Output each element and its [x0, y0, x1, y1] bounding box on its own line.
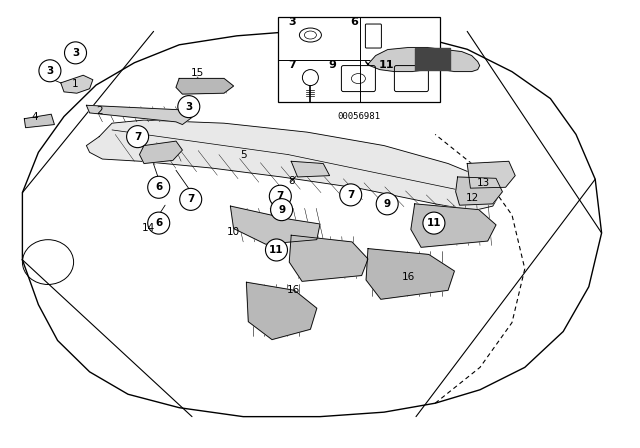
- Circle shape: [269, 185, 291, 207]
- Circle shape: [39, 60, 61, 82]
- Polygon shape: [230, 206, 320, 244]
- Polygon shape: [140, 141, 182, 164]
- Polygon shape: [86, 120, 499, 211]
- Polygon shape: [246, 282, 317, 340]
- Text: 14: 14: [142, 223, 155, 233]
- Text: 7: 7: [134, 132, 141, 142]
- Text: 16: 16: [287, 285, 300, 295]
- Text: 7: 7: [289, 60, 296, 69]
- Polygon shape: [24, 114, 54, 128]
- Circle shape: [178, 95, 200, 118]
- Text: 9: 9: [278, 205, 285, 215]
- Text: 5: 5: [240, 150, 246, 159]
- Polygon shape: [411, 204, 496, 247]
- Polygon shape: [366, 249, 454, 299]
- Polygon shape: [291, 161, 330, 177]
- Polygon shape: [456, 177, 502, 205]
- Circle shape: [376, 193, 398, 215]
- Polygon shape: [176, 78, 234, 94]
- Text: 8: 8: [288, 177, 294, 186]
- Circle shape: [148, 212, 170, 234]
- Text: 6: 6: [155, 218, 163, 228]
- Text: 00056981: 00056981: [338, 112, 381, 121]
- Polygon shape: [289, 235, 368, 281]
- Text: 4: 4: [32, 112, 38, 122]
- Text: 3: 3: [185, 102, 193, 112]
- Text: 15: 15: [191, 68, 204, 78]
- Text: 11: 11: [269, 245, 284, 255]
- Text: 7: 7: [276, 191, 284, 201]
- Text: 3: 3: [72, 48, 79, 58]
- Text: 9: 9: [383, 199, 391, 209]
- Text: 3: 3: [289, 17, 296, 27]
- Text: 11: 11: [378, 60, 394, 69]
- Circle shape: [148, 176, 170, 198]
- Text: 16: 16: [402, 272, 415, 282]
- Circle shape: [266, 239, 287, 261]
- Polygon shape: [86, 105, 192, 125]
- Circle shape: [271, 198, 292, 221]
- Polygon shape: [467, 161, 515, 188]
- Bar: [278, 17, 440, 102]
- Text: 2: 2: [96, 106, 102, 116]
- Polygon shape: [61, 75, 93, 93]
- Text: 7: 7: [187, 194, 195, 204]
- Polygon shape: [415, 47, 450, 69]
- Text: 6: 6: [155, 182, 163, 192]
- Circle shape: [423, 212, 445, 234]
- Text: 11: 11: [427, 218, 441, 228]
- Polygon shape: [365, 47, 480, 72]
- Circle shape: [127, 125, 148, 148]
- Circle shape: [65, 42, 86, 64]
- Text: 7: 7: [347, 190, 355, 200]
- Circle shape: [180, 188, 202, 211]
- Circle shape: [340, 184, 362, 206]
- Text: 1: 1: [72, 79, 79, 89]
- Text: 10: 10: [227, 227, 240, 237]
- Text: 9: 9: [328, 60, 336, 69]
- Text: 12: 12: [466, 193, 479, 203]
- Text: 3: 3: [46, 66, 54, 76]
- Text: 6: 6: [351, 17, 358, 27]
- Text: 13: 13: [477, 178, 490, 188]
